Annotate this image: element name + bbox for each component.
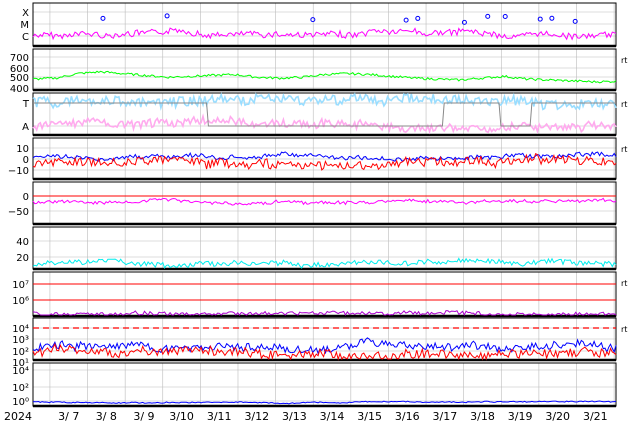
x-tick-label: 3/12 <box>244 410 269 423</box>
sector-step <box>33 102 616 127</box>
panel-frame <box>32 362 617 407</box>
y-tick-label: 10² <box>12 347 29 358</box>
y-tick-label: 10¹ <box>12 358 29 369</box>
y-tick-label: 10⁴ <box>12 324 29 335</box>
flare-event-marker <box>572 18 578 24</box>
panel-imf-components: 100−10 rt <box>8 137 627 181</box>
y-tick-label: 40 <box>16 237 29 248</box>
y-tick-label: A <box>22 122 29 133</box>
y-tick-label: 10⁰ <box>12 397 29 408</box>
proton-high-series <box>32 337 617 355</box>
x-tick-label: 3/16 <box>395 410 420 423</box>
y-tick-label: 10³ <box>12 335 29 346</box>
x-tick-label: 3/17 <box>433 410 458 423</box>
flare-event-marker <box>549 15 555 21</box>
x-axis: 2024 3/ 7 3/ 8 3/ 9 3/10 3/11 3/12 3/13 3/14 3/15… <box>4 410 608 423</box>
y-tick-label: 10⁶ <box>12 296 29 307</box>
flare-event-marker <box>403 17 409 23</box>
y-tick-label: X <box>22 8 29 19</box>
proton-low-series <box>32 342 617 361</box>
panel-frame <box>32 271 617 317</box>
bz-series <box>32 153 617 171</box>
x-tick-label: 3/18 <box>470 410 495 423</box>
x-tick-label: 3/20 <box>545 410 570 423</box>
y-tick-label: 700 <box>10 53 29 64</box>
x-tick-label: 3/10 <box>169 410 194 423</box>
flare-event-marker <box>100 15 106 21</box>
y-tick-label: 400 <box>10 84 29 95</box>
x-tick-label: 3/15 <box>357 410 382 423</box>
x-tick-label: 3/21 <box>583 410 608 423</box>
y-tick-label: M <box>20 20 29 31</box>
density-series <box>32 257 617 269</box>
flare-event-marker <box>310 17 316 23</box>
flare-event-marker <box>415 15 421 21</box>
x-tick-label: 3/ 9 <box>133 410 154 423</box>
y-tick-label: 10² <box>12 383 29 394</box>
y-tick-label: 0 <box>23 192 29 203</box>
flare-event-marker <box>164 13 170 19</box>
y-tick-label: −50 <box>8 207 29 218</box>
x-tick-label: 3/13 <box>282 410 307 423</box>
panel-dst-index: 0−50 <box>8 181 617 226</box>
panel-neutron: 10⁴ 10² 10⁰ <box>12 362 617 408</box>
sector-toward <box>32 92 617 111</box>
panel-imf-sector: T Art <box>22 92 627 137</box>
y-tick-label: 600 <box>10 64 29 75</box>
flare-event-marker <box>485 13 491 19</box>
x-tick-label: 3/14 <box>320 410 345 423</box>
sector-away <box>32 113 617 135</box>
flare-event-marker <box>537 16 543 22</box>
panel-frame <box>32 48 617 91</box>
y-tick-label: 20 <box>16 253 29 264</box>
panel-electron-flux: 10⁷ 10⁶ rt <box>12 271 627 318</box>
y-tick-label: T <box>22 99 30 110</box>
panel-frame <box>32 137 617 180</box>
x-tick-label: 3/11 <box>207 410 232 423</box>
right-label: rt <box>621 325 627 334</box>
dst-series <box>32 197 617 206</box>
panel-flare-class: XMC <box>20 2 617 48</box>
x-tick-label: 3/ 7 <box>58 410 79 423</box>
y-tick-label: 0 <box>23 155 29 166</box>
flare-event-marker <box>502 13 508 19</box>
electron-series <box>32 310 617 317</box>
x-axis-year: 2024 <box>4 410 32 423</box>
y-tick-label: 10⁷ <box>12 280 29 291</box>
x-tick-label: 3/ 8 <box>96 410 117 423</box>
y-tick-label: C <box>22 32 29 43</box>
panel-frame <box>32 2 617 47</box>
flare-event-marker <box>461 19 467 25</box>
right-label: rt <box>621 100 627 109</box>
speed-series <box>32 70 617 84</box>
right-label: rt <box>621 56 627 65</box>
x-tick-label: 3/19 <box>508 410 533 423</box>
flare-trace <box>32 27 617 41</box>
neutron-series <box>32 400 617 405</box>
y-tick-label: 500 <box>10 73 29 84</box>
y-tick-label: 10⁴ <box>12 366 29 377</box>
y-tick-label: −10 <box>8 166 29 177</box>
right-label: rt <box>621 279 627 288</box>
right-label: rt <box>621 145 627 154</box>
y-tick-label: 10 <box>16 144 29 155</box>
bt-series <box>32 151 617 162</box>
